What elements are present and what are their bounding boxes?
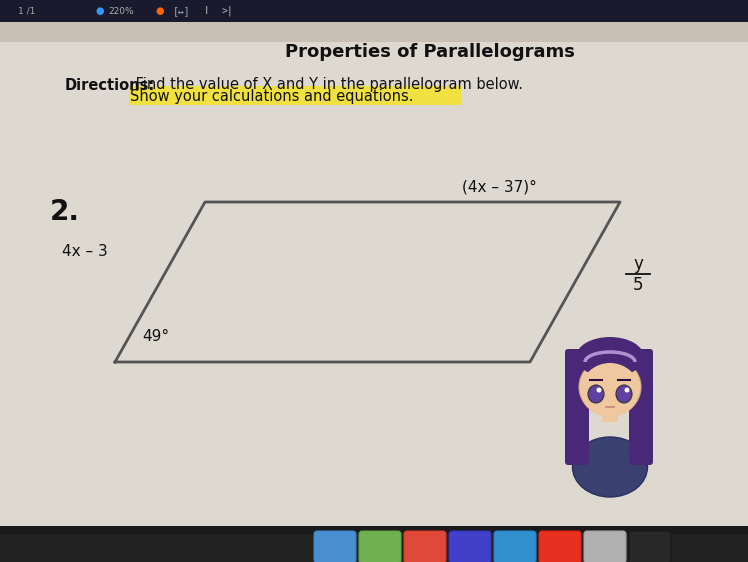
Ellipse shape — [570, 342, 650, 412]
FancyBboxPatch shape — [629, 349, 653, 465]
FancyBboxPatch shape — [539, 531, 581, 562]
Text: 2.: 2. — [50, 198, 80, 226]
FancyBboxPatch shape — [0, 532, 748, 562]
Text: I: I — [205, 6, 208, 16]
Text: Properties of Parallelograms: Properties of Parallelograms — [285, 43, 575, 61]
Text: Directions:: Directions: — [65, 78, 156, 93]
Text: ●: ● — [95, 6, 103, 16]
FancyBboxPatch shape — [449, 531, 491, 562]
Text: 49°: 49° — [142, 329, 169, 344]
FancyBboxPatch shape — [404, 531, 446, 562]
Ellipse shape — [581, 363, 639, 417]
Text: ●: ● — [155, 6, 164, 16]
Ellipse shape — [572, 437, 648, 497]
FancyBboxPatch shape — [629, 531, 671, 562]
Ellipse shape — [625, 388, 630, 392]
FancyBboxPatch shape — [565, 349, 589, 465]
Ellipse shape — [596, 388, 601, 392]
Text: [↔]: [↔] — [173, 6, 191, 16]
Text: (4x – 37)°: (4x – 37)° — [462, 179, 537, 194]
Ellipse shape — [579, 358, 641, 416]
Text: 5: 5 — [633, 276, 643, 294]
Ellipse shape — [588, 385, 604, 403]
Text: 1 /1: 1 /1 — [18, 7, 35, 16]
FancyBboxPatch shape — [129, 86, 461, 105]
FancyBboxPatch shape — [0, 526, 748, 534]
Text: 4x – 3: 4x – 3 — [62, 244, 108, 260]
FancyBboxPatch shape — [359, 531, 401, 562]
FancyBboxPatch shape — [314, 531, 356, 562]
Ellipse shape — [616, 385, 632, 403]
Text: Find the value of X and Y in the parallelogram below.: Find the value of X and Y in the paralle… — [131, 78, 523, 93]
FancyBboxPatch shape — [584, 531, 626, 562]
FancyBboxPatch shape — [494, 531, 536, 562]
FancyBboxPatch shape — [0, 0, 748, 22]
Ellipse shape — [576, 337, 644, 377]
FancyBboxPatch shape — [602, 402, 618, 422]
Text: Show your calculations and equations.: Show your calculations and equations. — [130, 88, 414, 103]
Text: y: y — [633, 255, 643, 273]
FancyBboxPatch shape — [0, 42, 748, 537]
Text: >|: >| — [222, 6, 233, 16]
Text: 220%: 220% — [108, 7, 134, 16]
